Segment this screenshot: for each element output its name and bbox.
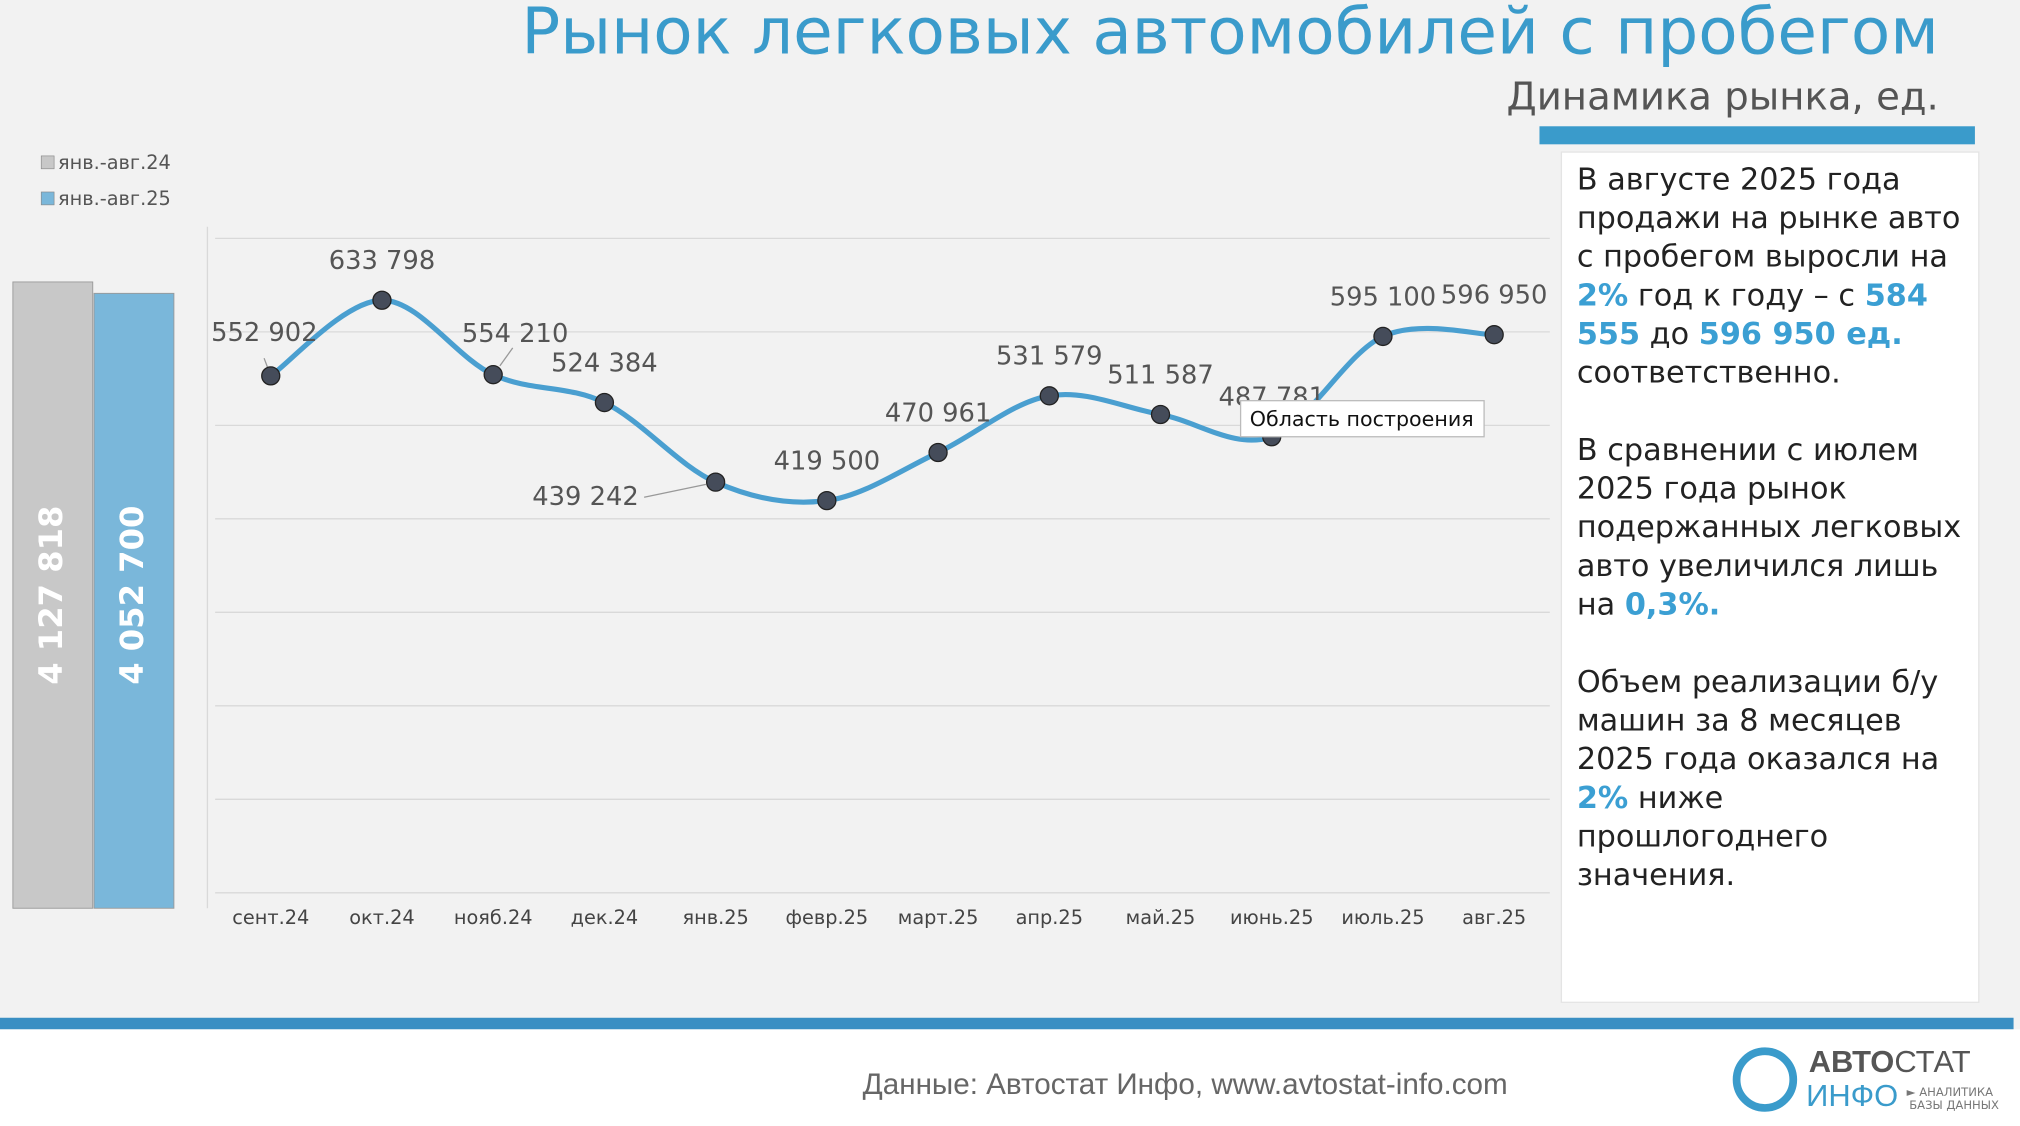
point: [1150, 404, 1171, 425]
data-label: 439 242: [532, 482, 638, 512]
x-tick-label: окт.24: [349, 906, 414, 929]
point: [261, 366, 281, 386]
tooltip: Область построения: [1250, 407, 1474, 431]
logo-icon: [1732, 1047, 1798, 1112]
logo-part: АВТО: [1809, 1044, 1895, 1079]
legend-label: янв.-авг.25: [58, 187, 171, 210]
highlight: 596 950 ед.: [1698, 315, 1903, 352]
x-tick-label: март.25: [898, 906, 979, 929]
leader-line: [263, 357, 269, 369]
point: [928, 442, 948, 463]
text-run: до: [1640, 315, 1699, 352]
highlight: 2%: [1576, 779, 1629, 816]
text-run: В августе 2025 года продажи на рынке авт…: [1576, 161, 1961, 275]
paragraph: В сравнении с июлем 2025 года рынок поде…: [1577, 430, 1971, 623]
text-run: ниже прошлогоднего значения.: [1576, 779, 1829, 893]
source: Данные: Автостат Инфо, www.avtostat-info…: [863, 1068, 1508, 1101]
point: [372, 290, 392, 310]
x-tick-label: дек.24: [571, 906, 639, 929]
text-run: соответственно.: [1576, 354, 1841, 391]
bar: [12, 281, 94, 909]
data-label: 595 100: [1330, 282, 1436, 312]
logo-text: ИНФО: [1806, 1078, 1898, 1113]
x-tick-label: апр.25: [1016, 906, 1083, 929]
data-label: 596 950: [1441, 281, 1547, 311]
point: [1373, 326, 1393, 347]
text-panel-holder: В августе 2025 года продажи на рынке авт…: [1577, 160, 1971, 894]
text-run: В сравнении с июлем 2025 года рынок поде…: [1576, 431, 1962, 623]
logo-part: СТАТ: [1894, 1044, 1970, 1079]
text-panel-box: [1560, 151, 1980, 1003]
bar: [93, 292, 175, 909]
x-tick-label: июль.25: [1341, 906, 1424, 929]
x-tick-label: авг.25: [1462, 906, 1526, 929]
bar-label: 4 127 818: [32, 506, 70, 685]
legend-swatch: [40, 155, 55, 170]
title: Рынок легковых автомобилей с пробегом: [521, 0, 1938, 70]
x-tick-label: сент.24: [232, 906, 309, 929]
point: [483, 364, 503, 385]
point: [705, 472, 726, 492]
point: [1484, 325, 1504, 345]
point: [594, 392, 615, 413]
data-label: 531 579: [996, 342, 1102, 372]
leader-line: [644, 483, 707, 498]
text-run: год к году – с: [1628, 277, 1865, 314]
paragraph: Объем реализации б/у машин за 8 месяцев …: [1577, 662, 1971, 894]
subtitle: Динамика рынка, ед.: [1507, 75, 1939, 120]
logo-text: АВТОСТАТ: [1809, 1044, 1971, 1079]
data-label: 554 210: [462, 319, 568, 349]
data-label: 511 587: [1107, 360, 1213, 390]
highlight: 0,3%.: [1624, 586, 1721, 623]
x-tick-label: янв.25: [682, 906, 748, 929]
logo-text: ► АНАЛИТИКА: [1907, 1085, 1993, 1099]
highlight: 2%: [1576, 277, 1629, 314]
point: [817, 490, 837, 511]
accent-bar: [1539, 126, 1975, 145]
data-label: 524 384: [551, 348, 657, 378]
paragraph: В августе 2025 года продажи на рынке авт…: [1577, 160, 1971, 392]
data-label: 470 961: [885, 398, 991, 428]
data-label: 633 798: [329, 246, 435, 276]
x-tick-label: февр.25: [785, 906, 868, 929]
text-run: Объем реализации б/у машин за 8 месяцев …: [1576, 663, 1940, 777]
x-tick-label: июнь.25: [1230, 906, 1314, 929]
x-tick-label: май.25: [1126, 906, 1196, 929]
leader-line: [499, 347, 514, 367]
tooltip-box: [1239, 400, 1485, 438]
footer-stripe: [0, 1017, 2014, 1030]
legend-label: янв.-авг.24: [58, 151, 171, 174]
x-tick-label: нояб.24: [454, 906, 533, 929]
footer-band: [0, 1029, 2020, 1126]
logo-text: БАЗЫ ДАННЫХ: [1909, 1098, 1999, 1112]
legend-swatch: [40, 191, 55, 206]
text-panel: В августе 2025 года продажи на рынке авт…: [1577, 160, 1971, 894]
data-label: 419 500: [774, 446, 880, 476]
data-label: 552 902: [211, 318, 317, 348]
bar-label: 4 052 700: [113, 506, 151, 685]
highlight: 584 555: [1576, 277, 1928, 352]
point: [1039, 386, 1059, 406]
